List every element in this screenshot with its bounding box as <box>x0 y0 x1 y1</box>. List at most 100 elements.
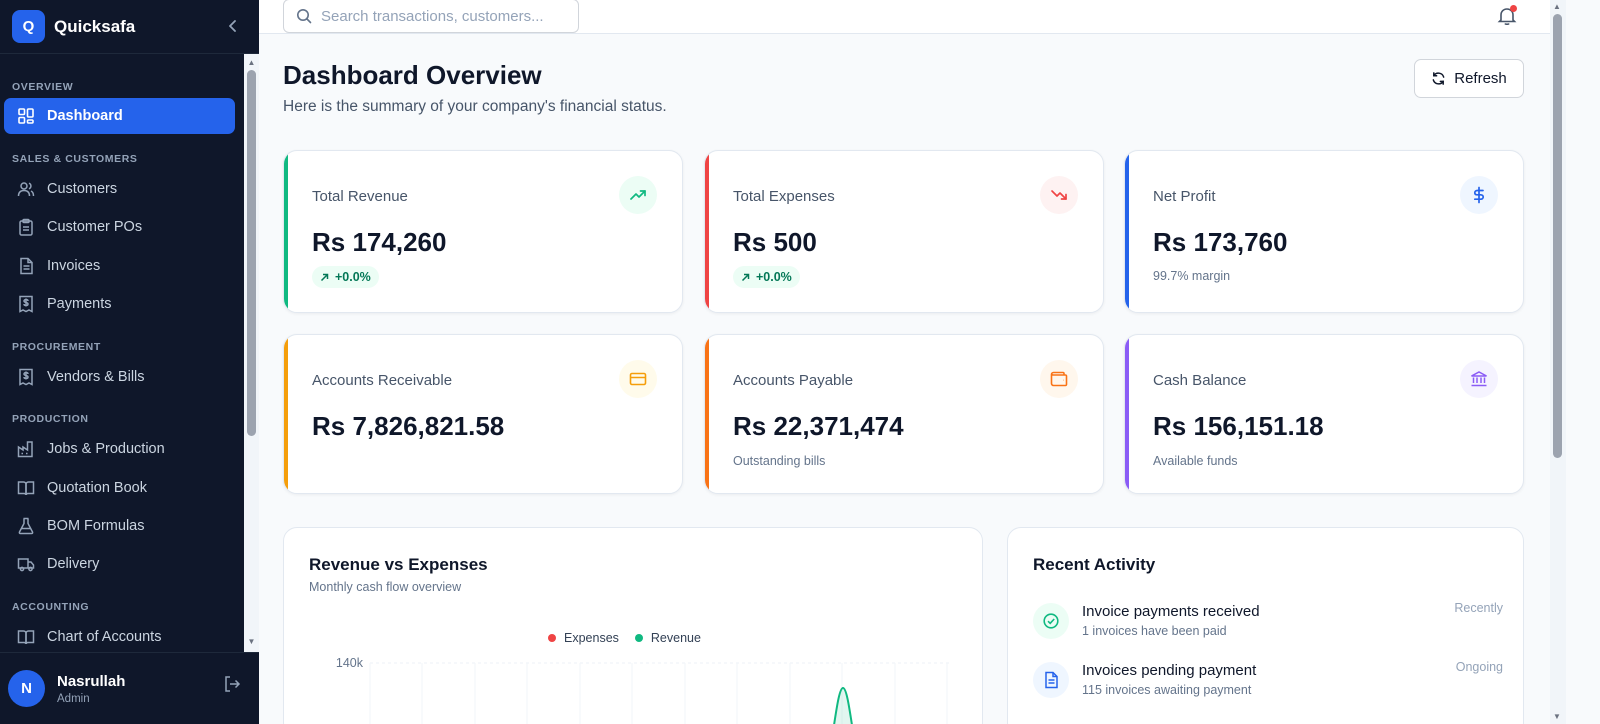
nav-section-overview: OVERVIEW <box>12 81 74 93</box>
activity-description: 1 invoices have been paid <box>1082 624 1227 638</box>
nav-section-procurement: PROCUREMENT <box>12 341 101 353</box>
search-box[interactable] <box>283 0 579 33</box>
sidebar: Q Quicksafa OVERVIEW Dashboard SALES & C… <box>0 0 259 724</box>
sidebar-item-label: Customers <box>47 181 118 197</box>
sidebar-item-label: Delivery <box>47 556 100 572</box>
notification-dot <box>1510 5 1517 12</box>
sidebar-item-customers[interactable]: Customers <box>4 171 235 207</box>
file-text-icon <box>1033 662 1069 698</box>
legend-item-revenue[interactable]: Revenue <box>634 631 701 645</box>
panel-title: Revenue vs Expenses <box>309 555 488 574</box>
card-label: Accounts Payable <box>733 372 854 389</box>
legend-label: Expenses <box>564 631 619 645</box>
sidebar-item-label: Vendors & Bills <box>47 369 145 385</box>
scroll-up-icon[interactable]: ▲ <box>1553 2 1561 11</box>
refresh-button[interactable]: Refresh <box>1414 59 1524 98</box>
sidebar-item-label: BOM Formulas <box>47 518 145 534</box>
sidebar-nav: OVERVIEW Dashboard SALES & CUSTOMERS Cus… <box>0 54 244 652</box>
change-badge-text: +0.0% <box>756 270 792 284</box>
logout-button[interactable] <box>223 675 241 698</box>
page-subtitle: Here is the summary of your company's fi… <box>283 98 667 115</box>
revenue-series-line <box>833 686 853 724</box>
bank-icon <box>1460 360 1498 398</box>
clipboard-icon <box>17 218 35 236</box>
truck-icon <box>17 555 35 573</box>
refresh-icon <box>1432 72 1445 85</box>
credit-card-icon <box>619 360 657 398</box>
card-label: Cash Balance <box>1153 372 1247 389</box>
page-scrollbar[interactable]: ▲ ▼ <box>1550 0 1566 724</box>
legend-dot <box>634 634 643 642</box>
grid-icon <box>17 107 35 125</box>
factory-icon <box>17 440 35 458</box>
card-accent <box>284 151 288 312</box>
activity-time: Ongoing <box>1455 660 1503 674</box>
sidebar-scrollbar[interactable]: ▲ ▼ <box>244 54 259 652</box>
receipt-dollar-icon <box>17 368 35 386</box>
users-icon <box>17 180 35 198</box>
activity-item[interactable]: Invoice payments received 1 invoices hav… <box>1033 601 1503 647</box>
bell-icon <box>1497 8 1517 26</box>
page-scroll-thumb[interactable] <box>1553 14 1562 458</box>
sidebar-item-label: Jobs & Production <box>47 441 165 457</box>
collapse-sidebar-button[interactable] <box>224 17 242 35</box>
activity-title: Invoice payments received <box>1082 603 1260 620</box>
card-value: Rs 174,260 <box>312 227 447 257</box>
brand-logo[interactable]: Q <box>12 10 45 43</box>
sidebar-item-jobs-production[interactable]: Jobs & Production <box>4 431 235 467</box>
trending-up-icon <box>619 176 657 214</box>
sidebar-item-bom-formulas[interactable]: BOM Formulas <box>4 508 235 544</box>
sidebar-item-delivery[interactable]: Delivery <box>4 546 235 582</box>
sidebar-item-quotation-book[interactable]: Quotation Book <box>4 470 235 506</box>
nav-section-production: PRODUCTION <box>12 413 89 425</box>
card-value: Rs 7,826,821.58 <box>312 411 505 441</box>
sidebar-item-label: Dashboard <box>47 108 123 124</box>
change-badge: +0.0% <box>312 266 379 288</box>
brand-name[interactable]: Quicksafa <box>54 16 136 36</box>
card-value: Rs 22,371,474 <box>733 411 904 441</box>
legend-label: Revenue <box>650 631 701 645</box>
card-label: Net Profit <box>1153 188 1216 205</box>
card-subtext: 99.7% margin <box>1153 269 1231 283</box>
wallet-icon <box>1040 360 1078 398</box>
card-net-profit: Net Profit Rs 173,760 99.7% margin <box>1124 150 1524 313</box>
revenue-chart: 140k <box>336 656 949 724</box>
search-input[interactable] <box>321 7 561 25</box>
arrow-up-right-icon <box>320 273 329 281</box>
card-subtext: Outstanding bills <box>733 454 826 468</box>
chart-vertical-grid <box>369 663 948 724</box>
scroll-down-icon[interactable]: ▼ <box>247 637 256 646</box>
sidebar-item-payments[interactable]: Payments <box>4 286 235 322</box>
activity-item[interactable]: Invoices pending payment 115 invoices aw… <box>1033 660 1503 706</box>
legend-item-expenses[interactable]: Expenses <box>548 631 619 645</box>
page-title: Dashboard Overview <box>283 60 542 90</box>
refresh-label: Refresh <box>1454 70 1507 87</box>
sidebar-scroll-thumb[interactable] <box>247 70 256 436</box>
sidebar-item-invoices[interactable]: Invoices <box>4 248 235 284</box>
y-tick-label: 140k <box>336 656 364 670</box>
card-label: Total Expenses <box>733 188 835 205</box>
user-role: Admin <box>57 692 90 705</box>
activity-title: Invoices pending payment <box>1082 662 1257 679</box>
top-bar <box>259 0 1550 34</box>
sidebar-item-chart-of-accounts[interactable]: Chart of Accounts <box>4 619 235 652</box>
notifications-button[interactable] <box>1496 5 1518 27</box>
user-name: Nasrullah <box>57 672 126 690</box>
card-accent <box>284 335 288 493</box>
card-accent <box>1125 151 1129 312</box>
card-total-revenue: Total Revenue Rs 174,260 +0.0% <box>283 150 683 313</box>
scroll-up-icon[interactable]: ▲ <box>247 58 256 67</box>
sidebar-item-customer-pos[interactable]: Customer POs <box>4 209 235 245</box>
card-total-expenses: Total Expenses Rs 500 +0.0% <box>704 150 1104 313</box>
scroll-down-icon[interactable]: ▼ <box>1553 712 1561 721</box>
card-label: Accounts Receivable <box>312 372 453 389</box>
sidebar-item-dashboard[interactable]: Dashboard <box>4 98 235 134</box>
sidebar-item-label: Chart of Accounts <box>47 629 162 645</box>
card-accent <box>705 335 709 493</box>
sidebar-item-label: Quotation Book <box>47 480 147 496</box>
book-open-icon <box>17 628 35 646</box>
sidebar-item-vendors-bills[interactable]: Vendors & Bills <box>4 359 235 395</box>
avatar[interactable]: N <box>8 670 45 707</box>
sidebar-item-label: Payments <box>47 296 112 312</box>
card-accent <box>1125 335 1129 493</box>
